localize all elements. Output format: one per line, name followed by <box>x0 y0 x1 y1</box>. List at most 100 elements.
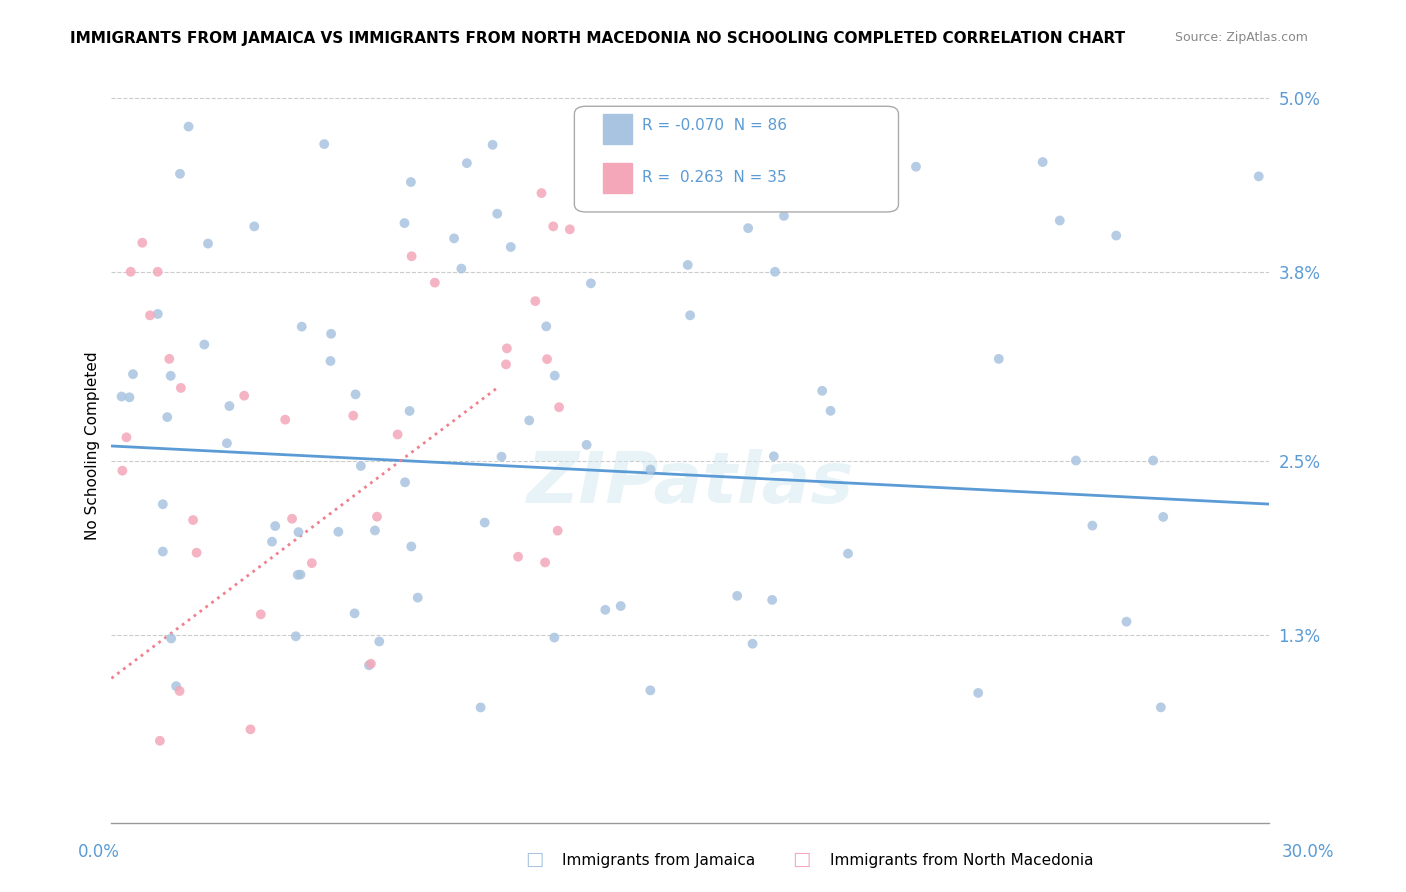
Point <box>506 549 529 564</box>
Point <box>609 599 631 613</box>
Point <box>291 319 314 334</box>
Point <box>160 632 183 646</box>
Point <box>763 265 786 279</box>
Text: Source: ZipAtlas.com: Source: ZipAtlas.com <box>1174 31 1308 45</box>
Point <box>1081 518 1104 533</box>
Point <box>152 497 174 511</box>
Point <box>152 544 174 558</box>
Point <box>595 603 617 617</box>
Point <box>118 390 141 404</box>
Point <box>197 236 219 251</box>
Point <box>456 156 478 170</box>
Point <box>157 351 180 366</box>
Point <box>287 567 309 582</box>
Point <box>1032 155 1054 169</box>
Point <box>536 319 558 334</box>
Point <box>773 209 796 223</box>
Point <box>301 556 323 570</box>
Point <box>486 207 509 221</box>
Point <box>558 222 581 236</box>
Point <box>170 381 193 395</box>
Point <box>146 307 169 321</box>
Point <box>517 413 540 427</box>
FancyBboxPatch shape <box>575 106 898 212</box>
Bar <box>603 114 633 144</box>
Point <box>387 427 409 442</box>
Point <box>350 458 373 473</box>
Point <box>1142 453 1164 467</box>
Point <box>239 723 262 737</box>
Point <box>541 219 564 234</box>
Y-axis label: No Schooling Completed: No Schooling Completed <box>86 351 100 541</box>
Point <box>820 404 842 418</box>
Point <box>499 240 522 254</box>
Point <box>543 631 565 645</box>
Point <box>357 658 380 673</box>
Point <box>470 700 492 714</box>
Point <box>343 607 366 621</box>
Point <box>218 399 240 413</box>
Point <box>1150 700 1173 714</box>
Point <box>423 276 446 290</box>
Text: ZIPatlas: ZIPatlas <box>526 450 853 518</box>
Point <box>290 567 312 582</box>
Point <box>319 354 342 368</box>
Point <box>111 464 134 478</box>
Bar <box>603 163 633 193</box>
Point <box>676 258 699 272</box>
Point <box>547 524 569 538</box>
Point <box>243 219 266 234</box>
Point <box>319 326 342 341</box>
Text: IMMIGRANTS FROM JAMAICA VS IMMIGRANTS FROM NORTH MACEDONIA NO SCHOOLING COMPLETE: IMMIGRANTS FROM JAMAICA VS IMMIGRANTS FR… <box>70 31 1125 46</box>
Point <box>366 509 388 524</box>
Point <box>534 556 557 570</box>
Point <box>233 389 256 403</box>
Point <box>344 387 367 401</box>
Point <box>741 637 763 651</box>
Point <box>401 540 423 554</box>
Text: R =  0.263  N = 35: R = 0.263 N = 35 <box>641 170 786 186</box>
Point <box>169 167 191 181</box>
Point <box>495 357 517 371</box>
Point <box>491 450 513 464</box>
Point <box>110 390 132 404</box>
Point <box>1115 615 1137 629</box>
Text: 0.0%: 0.0% <box>77 843 120 861</box>
Point <box>1152 510 1174 524</box>
Point <box>193 337 215 351</box>
Point <box>159 368 181 383</box>
Point <box>249 607 271 622</box>
Point <box>762 450 785 464</box>
Point <box>1064 453 1087 467</box>
Point <box>274 412 297 426</box>
Point <box>364 524 387 538</box>
Point <box>855 169 877 183</box>
Text: 30.0%: 30.0% <box>1281 843 1334 861</box>
Text: □: □ <box>524 850 544 869</box>
Text: R = -0.070  N = 86: R = -0.070 N = 86 <box>641 118 786 133</box>
Point <box>725 589 748 603</box>
Point <box>474 516 496 530</box>
Point <box>186 546 208 560</box>
Point <box>260 534 283 549</box>
Point <box>1105 228 1128 243</box>
Point <box>450 261 472 276</box>
Point <box>640 683 662 698</box>
Point <box>328 524 350 539</box>
Point <box>401 249 423 263</box>
Point <box>169 684 191 698</box>
Point <box>264 519 287 533</box>
Point <box>496 342 519 356</box>
Point <box>579 277 602 291</box>
Point <box>115 430 138 444</box>
Point <box>120 265 142 279</box>
Point <box>575 438 598 452</box>
Point <box>398 404 420 418</box>
Point <box>443 231 465 245</box>
Point <box>987 351 1010 366</box>
Point <box>967 686 990 700</box>
Text: □: □ <box>792 850 811 869</box>
Point <box>181 513 204 527</box>
Point <box>394 216 416 230</box>
Point <box>342 409 364 423</box>
